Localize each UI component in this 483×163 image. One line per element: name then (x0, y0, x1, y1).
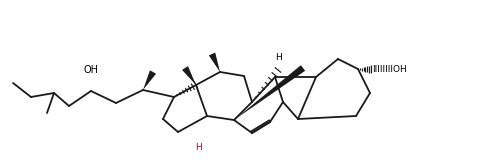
Text: H: H (196, 142, 202, 151)
Polygon shape (234, 65, 305, 120)
Text: OH: OH (84, 65, 99, 75)
Polygon shape (143, 70, 156, 90)
Text: IIIIIIIIOH: IIIIIIIIOH (372, 65, 407, 74)
Polygon shape (182, 66, 196, 85)
Text: H: H (275, 53, 282, 62)
Polygon shape (209, 53, 220, 72)
